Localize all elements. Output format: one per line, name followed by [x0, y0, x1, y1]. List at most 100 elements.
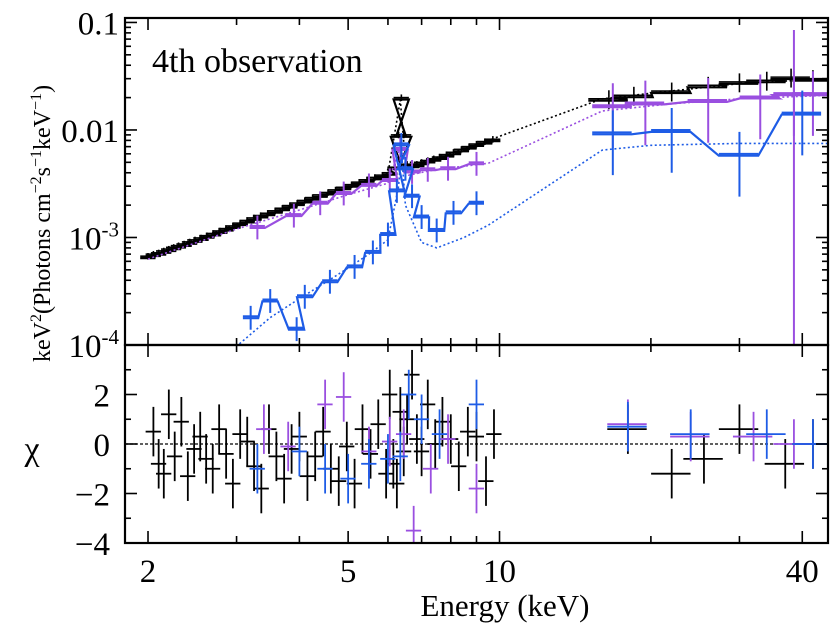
black-residual-point	[404, 349, 420, 400]
purple-data-point	[624, 80, 665, 146]
black-data-point	[445, 149, 462, 156]
purple-model-curve	[147, 94, 828, 260]
blue-data-point	[592, 110, 632, 176]
blue-data-point	[445, 200, 462, 225]
purple-residual-point	[405, 505, 422, 543]
blue-data-point	[389, 178, 405, 203]
black-residual-point	[218, 429, 234, 479]
black-residual-point	[362, 429, 379, 479]
black-data-point	[327, 186, 344, 194]
black-data-point	[770, 68, 810, 88]
blue-data-point	[242, 305, 259, 330]
purple-data-point	[419, 157, 436, 182]
black-residual-point	[315, 406, 331, 457]
black-residual-point	[718, 404, 759, 454]
black-data-point	[359, 176, 375, 184]
blue-model-curve	[236, 142, 828, 345]
purple-residual-point	[335, 372, 352, 422]
x-axis-label: Energy (keV)	[420, 588, 589, 623]
purple-residual-point	[440, 414, 456, 464]
blue-data-point	[297, 284, 313, 309]
blue-step-model-high	[592, 113, 822, 157]
purple-residual-point	[732, 411, 773, 462]
purple-residual-point	[395, 409, 412, 459]
blue-residual-point	[468, 379, 485, 430]
black-residual-point	[166, 431, 183, 482]
bottom-y-tick-label: −4	[75, 527, 110, 563]
black-residual-point	[283, 424, 300, 474]
black-residual-point	[392, 387, 408, 437]
black-residual-point	[399, 394, 415, 444]
black-residual-point	[246, 441, 262, 492]
black-residual-point	[683, 434, 723, 484]
black-residual-point	[276, 453, 292, 504]
black-data-point	[477, 138, 493, 145]
black-residual-point	[486, 409, 502, 459]
chart-annotation: 4th observation	[152, 43, 363, 80]
blue-residual-point	[670, 409, 710, 459]
purple-data-point	[335, 181, 352, 206]
black-residual-point	[764, 439, 805, 489]
blue-data-point	[393, 132, 409, 157]
blue-data-point	[651, 108, 691, 173]
blue-residual-point	[392, 431, 408, 482]
bottom-y-tick-label: 0	[94, 428, 111, 464]
black-residual-point	[299, 451, 315, 501]
black-data-point	[468, 140, 485, 148]
blue-data-point	[365, 240, 381, 265]
black-residual-point	[339, 421, 355, 472]
purple-residual-point	[280, 421, 296, 472]
blue-residual-point	[380, 434, 396, 484]
x-tick-label: 10	[483, 554, 516, 590]
black-residual-point	[478, 456, 494, 506]
blue-data-point	[468, 191, 485, 216]
black-data-point	[395, 131, 412, 139]
black-residual-point	[381, 369, 398, 420]
black-residual-point	[198, 434, 214, 484]
blue-data-point	[413, 205, 430, 229]
blue-residual-point	[317, 444, 333, 494]
blue-data-point	[288, 317, 305, 342]
black-residual-point	[389, 458, 405, 509]
black-data-point	[393, 94, 409, 101]
black-residual-point	[145, 406, 161, 457]
black-residual-point	[307, 431, 323, 482]
black-residual-point	[651, 448, 691, 499]
bottom-y-tick-label: 2	[94, 379, 111, 415]
purple-data-point	[468, 151, 485, 176]
top-y-tick-label: 10-4	[69, 325, 120, 365]
black-residual-point	[268, 431, 284, 482]
blue-residual-point	[340, 453, 356, 504]
purple-data-point	[286, 203, 302, 228]
purple-data-point	[687, 78, 728, 143]
purple-data-point	[792, 71, 828, 136]
black-data-point	[651, 82, 691, 102]
blue-data-point	[262, 289, 278, 313]
black-residual-point	[186, 424, 202, 474]
axes-layer: 2 5 10 40 0.1 0.01 10-3 10-4 2 0 −2 −4	[61, 6, 830, 590]
black-data-point	[718, 73, 759, 93]
purple-data-point	[739, 74, 780, 140]
bottom-y-axis-label: χ	[23, 431, 39, 468]
blue-data-point	[718, 131, 759, 197]
blue-residual-point	[249, 444, 265, 494]
black-step-model-low	[140, 98, 501, 260]
black-residual-point	[161, 389, 177, 440]
black-residual-point	[330, 456, 347, 506]
blue-data-point	[397, 156, 413, 181]
blue-residual-point	[746, 409, 786, 459]
purple-residual-point	[317, 379, 333, 430]
residual-panel	[125, 349, 828, 543]
purple-data-point	[440, 156, 456, 181]
x-tick-label: 5	[340, 554, 357, 590]
purple-residual-point	[468, 463, 485, 514]
black-residual-point	[192, 411, 208, 462]
top-y-tick-label: 10-3	[69, 217, 120, 257]
blue-data-point	[781, 90, 822, 156]
black-residual-point	[460, 406, 476, 457]
blue-residual-point	[431, 409, 448, 459]
blue-data-point	[428, 218, 445, 243]
blue-residual-point	[361, 439, 377, 489]
black-residual-point	[370, 399, 386, 449]
